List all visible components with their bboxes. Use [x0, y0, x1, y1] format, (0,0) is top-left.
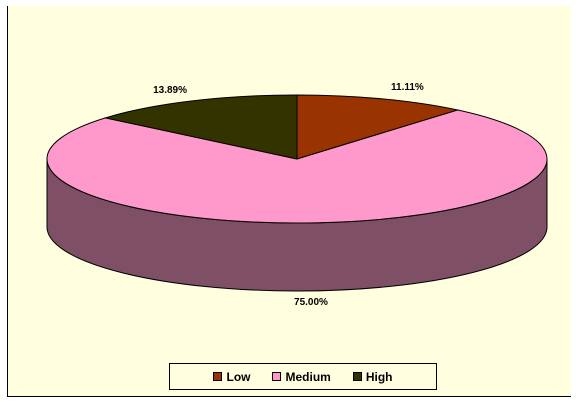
- legend-label-low: Low: [226, 369, 251, 384]
- legend-swatch-high: [352, 372, 362, 381]
- pie-top-face: [46, 94, 548, 224]
- legend: Low Medium High: [169, 363, 437, 390]
- pie-slice-medium: [46, 109, 548, 224]
- data-label-low: 11.11%: [391, 82, 424, 93]
- legend-item-medium: Medium: [272, 369, 331, 384]
- pie-labels: 11.11% 75.00% 13.89%: [153, 82, 424, 308]
- legend-label-high: High: [365, 369, 393, 384]
- legend-item-high: High: [352, 369, 393, 384]
- data-label-medium: 75.00%: [294, 297, 328, 308]
- pie-slice-low: [296, 94, 460, 160]
- data-label-high: 13.89%: [153, 85, 187, 96]
- legend-swatch-low: [213, 372, 223, 381]
- legend-label-medium: Medium: [285, 369, 331, 384]
- pie-slice-high: [103, 94, 298, 160]
- legend-item-low: Low: [213, 370, 250, 384]
- legend-swatch-medium: [272, 372, 282, 381]
